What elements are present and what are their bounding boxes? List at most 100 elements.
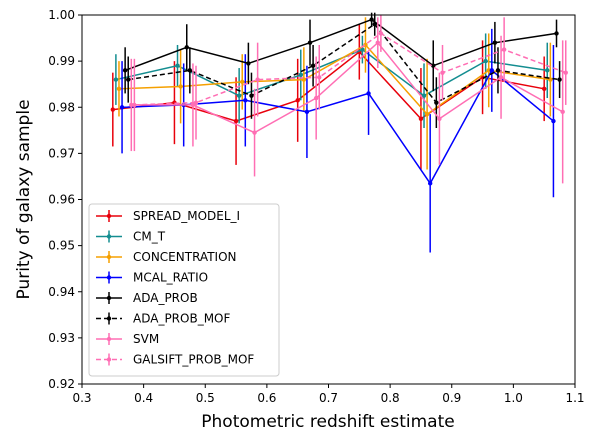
y-tick-label: 0.95 bbox=[48, 239, 75, 253]
legend-label: SPREAD_MODEL_I bbox=[133, 209, 240, 223]
data-point bbox=[122, 68, 128, 73]
data-point bbox=[375, 40, 380, 45]
data-point bbox=[307, 40, 313, 45]
legend-label: ADA_PROB_MOF bbox=[133, 312, 230, 326]
data-point bbox=[434, 100, 439, 105]
data-point bbox=[563, 70, 568, 75]
series-ada-prob-mof bbox=[126, 12, 562, 129]
series-svm bbox=[129, 17, 565, 184]
y-tick-label: 0.93 bbox=[48, 331, 75, 345]
data-point bbox=[492, 40, 498, 45]
data-point bbox=[129, 102, 134, 108]
series-ada-prob bbox=[122, 12, 559, 94]
y-tick-label: 0.98 bbox=[48, 100, 75, 114]
data-point bbox=[116, 86, 122, 92]
legend-item: GALSIFT_PROB_MOF bbox=[96, 353, 254, 367]
legend-marker bbox=[106, 213, 112, 219]
data-point bbox=[113, 77, 119, 82]
data-point bbox=[132, 102, 137, 108]
legend: SPREAD_MODEL_I CM_T CONCENTRATION MCAL_RATI… bbox=[88, 203, 280, 377]
legend-marker bbox=[106, 336, 112, 342]
data-point bbox=[193, 100, 199, 105]
data-point bbox=[560, 109, 565, 115]
legend-label: CM_T bbox=[133, 230, 166, 244]
y-tick-label: 1.00 bbox=[48, 8, 75, 22]
legend-item: SVM bbox=[96, 332, 159, 346]
legend-item: SPREAD_MODEL_I bbox=[96, 209, 240, 223]
data-point bbox=[190, 102, 196, 108]
series-spread-model-i bbox=[110, 24, 547, 170]
series-line bbox=[118, 44, 551, 116]
data-point bbox=[424, 111, 430, 117]
x-tick-label: 0.7 bbox=[319, 391, 338, 405]
data-point bbox=[418, 116, 424, 121]
data-point bbox=[431, 63, 436, 68]
y-tick-label: 0.97 bbox=[48, 146, 75, 160]
data-point bbox=[184, 45, 189, 50]
plot-area bbox=[110, 12, 568, 253]
data-point bbox=[489, 68, 495, 73]
data-point bbox=[252, 130, 257, 135]
data-point bbox=[313, 95, 319, 101]
series-line bbox=[128, 23, 560, 104]
data-point bbox=[501, 47, 507, 52]
data-point bbox=[175, 63, 180, 68]
data-point bbox=[298, 72, 303, 78]
legend-label: ADA_PROB bbox=[133, 291, 198, 305]
data-point bbox=[243, 98, 248, 103]
data-point bbox=[366, 91, 371, 96]
data-point bbox=[421, 93, 427, 98]
data-point bbox=[187, 68, 193, 73]
data-point bbox=[427, 181, 433, 186]
data-point bbox=[360, 47, 365, 52]
x-axis-label: Photometric redshift estimate bbox=[201, 412, 454, 432]
legend-marker bbox=[106, 275, 112, 280]
legend-marker bbox=[106, 234, 112, 239]
data-point bbox=[372, 22, 377, 27]
data-point bbox=[255, 77, 260, 82]
legend-item: CM_T bbox=[96, 230, 166, 244]
data-point bbox=[246, 61, 251, 66]
data-point bbox=[310, 63, 316, 68]
series-line bbox=[134, 32, 567, 106]
x-tick-label: 1.0 bbox=[504, 391, 523, 405]
data-point bbox=[119, 105, 125, 110]
data-point bbox=[236, 93, 242, 98]
data-point bbox=[551, 118, 556, 124]
data-point bbox=[541, 86, 547, 92]
data-point bbox=[295, 98, 300, 103]
data-point bbox=[304, 109, 310, 115]
data-point bbox=[440, 70, 445, 75]
data-point bbox=[249, 93, 254, 98]
legend-item: ADA_PROB bbox=[96, 291, 198, 305]
data-point bbox=[317, 75, 322, 80]
x-tick-label: 0.9 bbox=[442, 391, 461, 405]
legend-box bbox=[88, 203, 280, 377]
legend-item: MCAL_RATIO bbox=[96, 271, 208, 285]
legend-marker bbox=[106, 295, 112, 301]
data-point bbox=[378, 31, 384, 36]
legend-label: MCAL_RATIO bbox=[133, 271, 208, 285]
x-tick-label: 1.1 bbox=[565, 391, 584, 405]
legend-item: ADA_PROB_MOF bbox=[96, 312, 230, 326]
data-point bbox=[233, 118, 239, 124]
legend-label: CONCENTRATION bbox=[133, 250, 237, 264]
series-concentration bbox=[116, 17, 553, 170]
data-point bbox=[554, 31, 559, 36]
data-point bbox=[240, 79, 245, 85]
y-tick-label: 0.94 bbox=[48, 285, 75, 299]
data-point bbox=[437, 116, 442, 121]
data-point bbox=[495, 68, 501, 73]
data-point bbox=[557, 77, 562, 82]
data-point bbox=[545, 68, 550, 73]
y-tick-label: 0.92 bbox=[48, 377, 75, 391]
data-point bbox=[486, 68, 491, 73]
series-galsift-prob-mof bbox=[132, 15, 568, 152]
data-point bbox=[178, 84, 183, 89]
data-point bbox=[498, 75, 504, 80]
x-tick-label: 0.5 bbox=[196, 391, 215, 405]
x-tick-label: 0.3 bbox=[72, 391, 91, 405]
series-cm-t bbox=[113, 33, 550, 129]
series-line bbox=[124, 18, 557, 72]
